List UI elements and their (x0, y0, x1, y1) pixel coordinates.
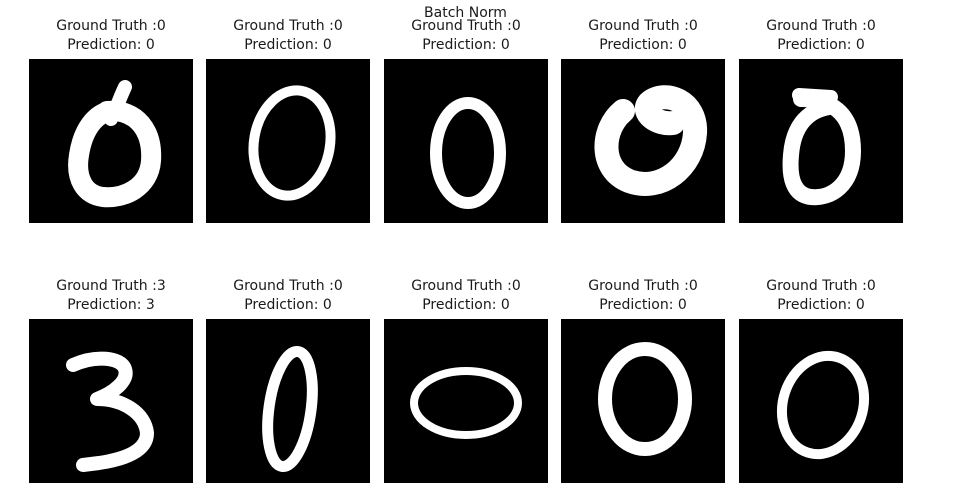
digit-image (739, 319, 903, 483)
digit-image (561, 59, 725, 223)
prediction-label: Prediction: 0 (244, 37, 332, 53)
ground-truth-label: Ground Truth :0 (588, 278, 698, 294)
ground-truth-label: Ground Truth :0 (56, 18, 166, 34)
prediction-label: Prediction: 0 (599, 297, 687, 313)
prediction-label: Prediction: 3 (67, 297, 155, 313)
ground-truth-label: Ground Truth :0 (233, 18, 343, 34)
digit-image (29, 319, 193, 483)
digit-image (29, 59, 193, 223)
prediction-label: Prediction: 0 (244, 297, 332, 313)
ground-truth-label: Ground Truth :0 (411, 278, 521, 294)
figure-title: Batch Norm (424, 5, 507, 21)
digit-image (739, 59, 903, 223)
prediction-label: Prediction: 0 (777, 37, 865, 53)
digit-image (206, 59, 370, 223)
prediction-label: Prediction: 0 (67, 37, 155, 53)
digit-image (206, 319, 370, 483)
prediction-label: Prediction: 0 (422, 37, 510, 53)
prediction-label: Prediction: 0 (599, 37, 687, 53)
ground-truth-label: Ground Truth :0 (588, 18, 698, 34)
ground-truth-label: Ground Truth :0 (766, 18, 876, 34)
prediction-label: Prediction: 0 (422, 297, 510, 313)
digit-image (561, 319, 725, 483)
digit-image (384, 59, 548, 223)
ground-truth-label: Ground Truth :3 (56, 278, 166, 294)
ground-truth-label: Ground Truth :0 (233, 278, 343, 294)
ground-truth-label: Ground Truth :0 (411, 18, 521, 34)
digit-image (384, 319, 548, 483)
ground-truth-label: Ground Truth :0 (766, 278, 876, 294)
prediction-label: Prediction: 0 (777, 297, 865, 313)
